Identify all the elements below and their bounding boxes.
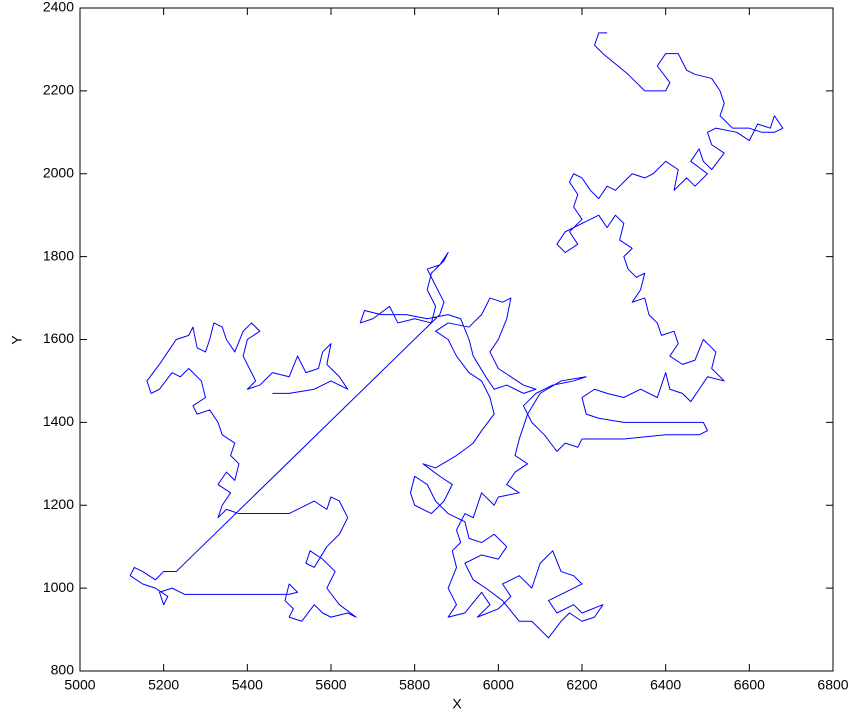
x-tick-label: 5400 <box>232 677 263 693</box>
y-tick-label: 2000 <box>43 164 74 180</box>
y-axis-label: Y <box>9 335 25 345</box>
plot-area: 5000 5200 5400 5600 5800 6000 6200 6400 6600 6800… <box>43 0 849 693</box>
y-tick-label: 2400 <box>43 0 74 15</box>
y-tick-label: 2200 <box>43 82 74 98</box>
data-line <box>129 32 784 639</box>
x-tick-label: 6400 <box>650 677 681 693</box>
x-tick-label: 6200 <box>566 677 597 693</box>
y-tick-label: 1600 <box>43 330 74 346</box>
x-tick-label: 5000 <box>64 677 95 693</box>
y-tick-label: 1800 <box>43 247 74 263</box>
x-tick-label: 6000 <box>483 677 514 693</box>
x-tick-label: 6600 <box>734 677 765 693</box>
y-tick-label: 1400 <box>43 413 74 429</box>
y-tick-label: 1000 <box>43 579 74 595</box>
x-tick-label: 6800 <box>817 677 848 693</box>
y-tick-label: 1200 <box>43 496 74 512</box>
x-tick-label: 5200 <box>148 677 179 693</box>
x-axis-label: X <box>452 696 462 712</box>
y-tick-label: 800 <box>51 662 75 678</box>
x-tick-label: 5800 <box>399 677 430 693</box>
x-tick-label: 5600 <box>315 677 346 693</box>
